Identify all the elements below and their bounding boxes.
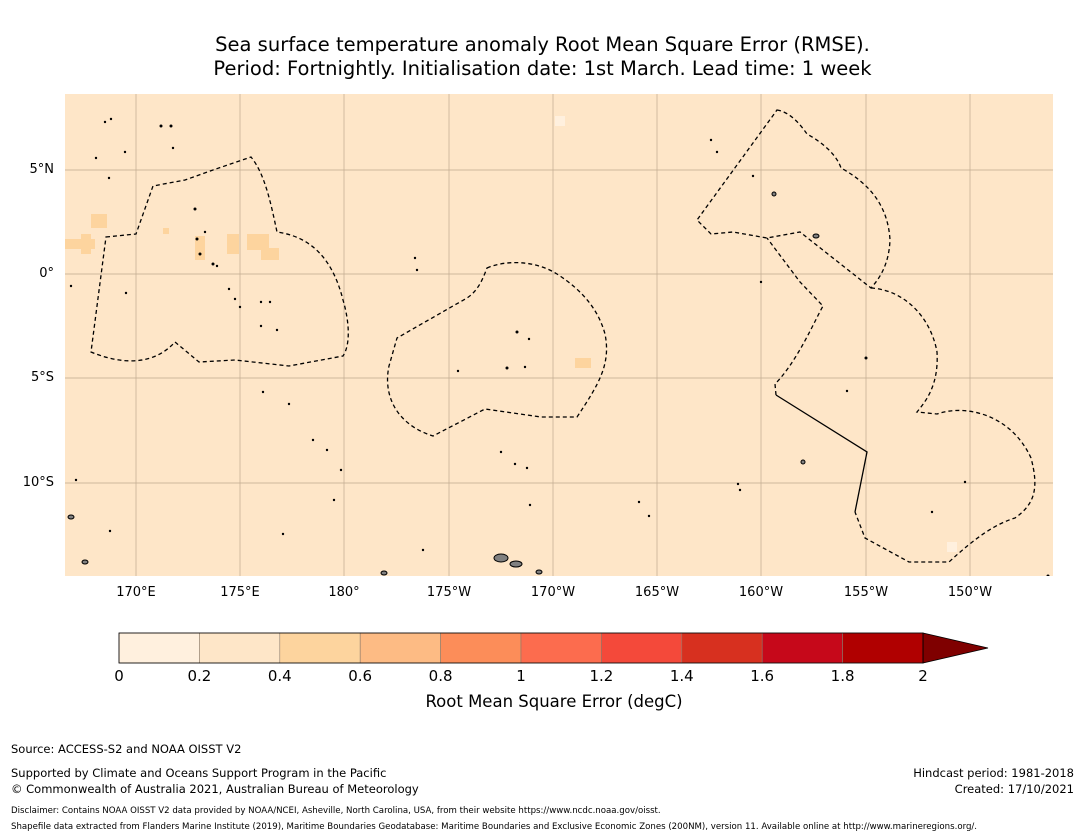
colorbar-segment: [359, 632, 441, 664]
colorbar-tick-label: 0.6: [348, 667, 373, 685]
island: [380, 570, 388, 576]
lat-label-0: 0°: [39, 266, 54, 281]
created-date: Created: 17/10/2021: [954, 782, 1074, 796]
colorbar-extend-arrow: [922, 632, 989, 664]
colorbar-segment: [118, 632, 200, 664]
eez-boundaries: [90, 109, 1036, 563]
lon-label-165w: 165°W: [634, 585, 680, 600]
colorbar-segment: [681, 632, 763, 664]
colorbar-outline: [118, 632, 924, 664]
colorbar-title: Root Mean Square Error (degC): [425, 692, 683, 711]
colorbar-tick-label: 1.6: [750, 667, 775, 685]
lat-label-5s: 5°S: [30, 370, 54, 385]
colorbar-tick-label: 1.2: [589, 667, 614, 685]
colorbar-tick-label: 0: [114, 667, 124, 685]
colorbar-tick-label: 0.4: [267, 667, 292, 685]
island: [509, 560, 523, 568]
colorbar-tick-label: 0.8: [428, 667, 453, 685]
colorbar-segment: [199, 632, 281, 664]
lat-label-5n: 5°N: [29, 162, 55, 177]
colorbar-tick-label: 1.8: [830, 667, 855, 685]
copyright-text: © Commonwealth of Australia 2021, Austra…: [11, 782, 419, 796]
lon-label-170w: 170°W: [530, 585, 576, 600]
gridlines: [65, 94, 1053, 576]
colorbar-segment: [520, 632, 602, 664]
island: [493, 553, 509, 563]
disclaimer-text: Disclaimer: Contains NOAA OISST V2 data …: [11, 806, 661, 816]
lat-label-10s: 10°S: [22, 475, 54, 490]
chart-title-line-1: Sea surface temperature anomaly Root Mea…: [215, 33, 870, 56]
colorbar: [118, 632, 989, 664]
island: [67, 514, 75, 520]
colorbar-segment: [601, 632, 683, 664]
lon-label-170e: 170°E: [116, 585, 156, 600]
ocean-background: [65, 94, 1053, 576]
chart-title-line-2: Period: Fortnightly. Initialisation date…: [213, 57, 872, 80]
island: [812, 233, 820, 239]
shapefile-credit: Shapefile data extracted from Flanders M…: [11, 822, 978, 832]
eez-kiribati-line-south: [854, 287, 1036, 563]
lon-label-175e: 175°E: [220, 585, 260, 600]
lon-label-155w: 155°W: [843, 585, 889, 600]
lon-label-160w: 160°W: [738, 585, 784, 600]
island: [771, 191, 777, 197]
colorbar-segment: [440, 632, 522, 664]
island: [81, 559, 89, 565]
island: [800, 459, 806, 465]
islands: [67, 191, 820, 576]
eez-solid-boundary: [775, 394, 868, 513]
hindcast-period: Hindcast period: 1981-2018: [913, 766, 1074, 780]
eez-kiribati-line-mid: [766, 237, 824, 396]
lon-label-175w: 175°W: [426, 585, 472, 600]
eez-kiribati-line-north: [696, 109, 891, 289]
colorbar-tick-label: 1.4: [669, 667, 694, 685]
map-panel: [65, 94, 1053, 576]
small-atolls: [69, 117, 1050, 576]
lon-label-180: 180°: [328, 585, 360, 600]
colorbar-segment: [279, 632, 361, 664]
colorbar-segment: [761, 632, 843, 664]
lon-label-150w: 150°W: [947, 585, 993, 600]
source-text: Source: ACCESS-S2 and NOAA OISST V2: [11, 742, 242, 756]
island: [535, 569, 543, 575]
rmse-patches: [65, 116, 957, 552]
colorbar-tick-label: 2: [918, 667, 928, 685]
colorbar-segment: [842, 632, 924, 664]
support-text: Supported by Climate and Oceans Support …: [11, 766, 387, 780]
eez-tokelau: [386, 261, 608, 437]
colorbar-tick-label: 0.2: [187, 667, 212, 685]
colorbar-tick-label: 1: [516, 667, 526, 685]
eez-kiribati-gilbert: [90, 156, 349, 367]
